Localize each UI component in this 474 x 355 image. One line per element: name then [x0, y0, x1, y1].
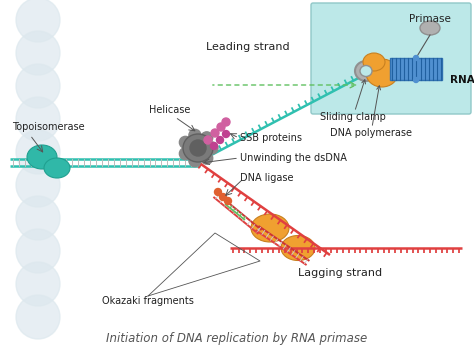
Text: Initiation of DNA replication by RNA primase: Initiation of DNA replication by RNA pri…: [106, 332, 368, 345]
Bar: [390, 58, 442, 80]
Circle shape: [179, 148, 191, 160]
Circle shape: [204, 136, 212, 144]
Ellipse shape: [366, 59, 398, 87]
Circle shape: [189, 129, 201, 141]
Circle shape: [217, 137, 224, 143]
Circle shape: [222, 131, 229, 137]
Circle shape: [211, 129, 219, 137]
Circle shape: [16, 163, 60, 207]
Circle shape: [201, 152, 213, 164]
FancyBboxPatch shape: [311, 3, 471, 114]
Ellipse shape: [360, 66, 372, 76]
Circle shape: [16, 31, 60, 75]
Circle shape: [222, 118, 230, 126]
Circle shape: [16, 262, 60, 306]
Circle shape: [189, 155, 201, 167]
Text: DNA ligase: DNA ligase: [240, 173, 293, 183]
Circle shape: [413, 55, 419, 60]
Circle shape: [16, 0, 60, 42]
Text: Unwinding the dsDNA: Unwinding the dsDNA: [240, 153, 347, 163]
Circle shape: [16, 229, 60, 273]
Circle shape: [206, 142, 218, 154]
Circle shape: [16, 64, 60, 108]
Circle shape: [215, 189, 221, 196]
Text: Leading strand: Leading strand: [206, 42, 290, 52]
Circle shape: [210, 142, 218, 149]
Circle shape: [16, 130, 60, 174]
Text: SSB proteins: SSB proteins: [240, 133, 302, 143]
Text: Helicase: Helicase: [149, 105, 191, 115]
Text: RNA primer: RNA primer: [450, 75, 474, 85]
Circle shape: [219, 193, 227, 201]
Text: Lagging strand: Lagging strand: [298, 268, 382, 278]
Ellipse shape: [183, 134, 213, 162]
Circle shape: [217, 123, 225, 131]
Circle shape: [201, 132, 213, 144]
Text: Sliding clamp: Sliding clamp: [320, 80, 386, 122]
Ellipse shape: [251, 214, 289, 242]
Text: DNA polymerase: DNA polymerase: [330, 86, 412, 138]
Ellipse shape: [44, 158, 70, 178]
Circle shape: [190, 140, 206, 156]
Ellipse shape: [420, 21, 440, 35]
Circle shape: [16, 196, 60, 240]
Circle shape: [16, 295, 60, 339]
Ellipse shape: [355, 61, 377, 81]
Circle shape: [225, 197, 231, 204]
Text: Primase: Primase: [409, 14, 451, 24]
Text: Topoisomerase: Topoisomerase: [12, 122, 85, 132]
Circle shape: [413, 77, 419, 82]
Ellipse shape: [27, 145, 57, 169]
Text: Okazaki fragments: Okazaki fragments: [102, 296, 194, 306]
Ellipse shape: [281, 235, 315, 261]
Circle shape: [16, 97, 60, 141]
Circle shape: [179, 136, 191, 148]
Ellipse shape: [363, 53, 385, 71]
